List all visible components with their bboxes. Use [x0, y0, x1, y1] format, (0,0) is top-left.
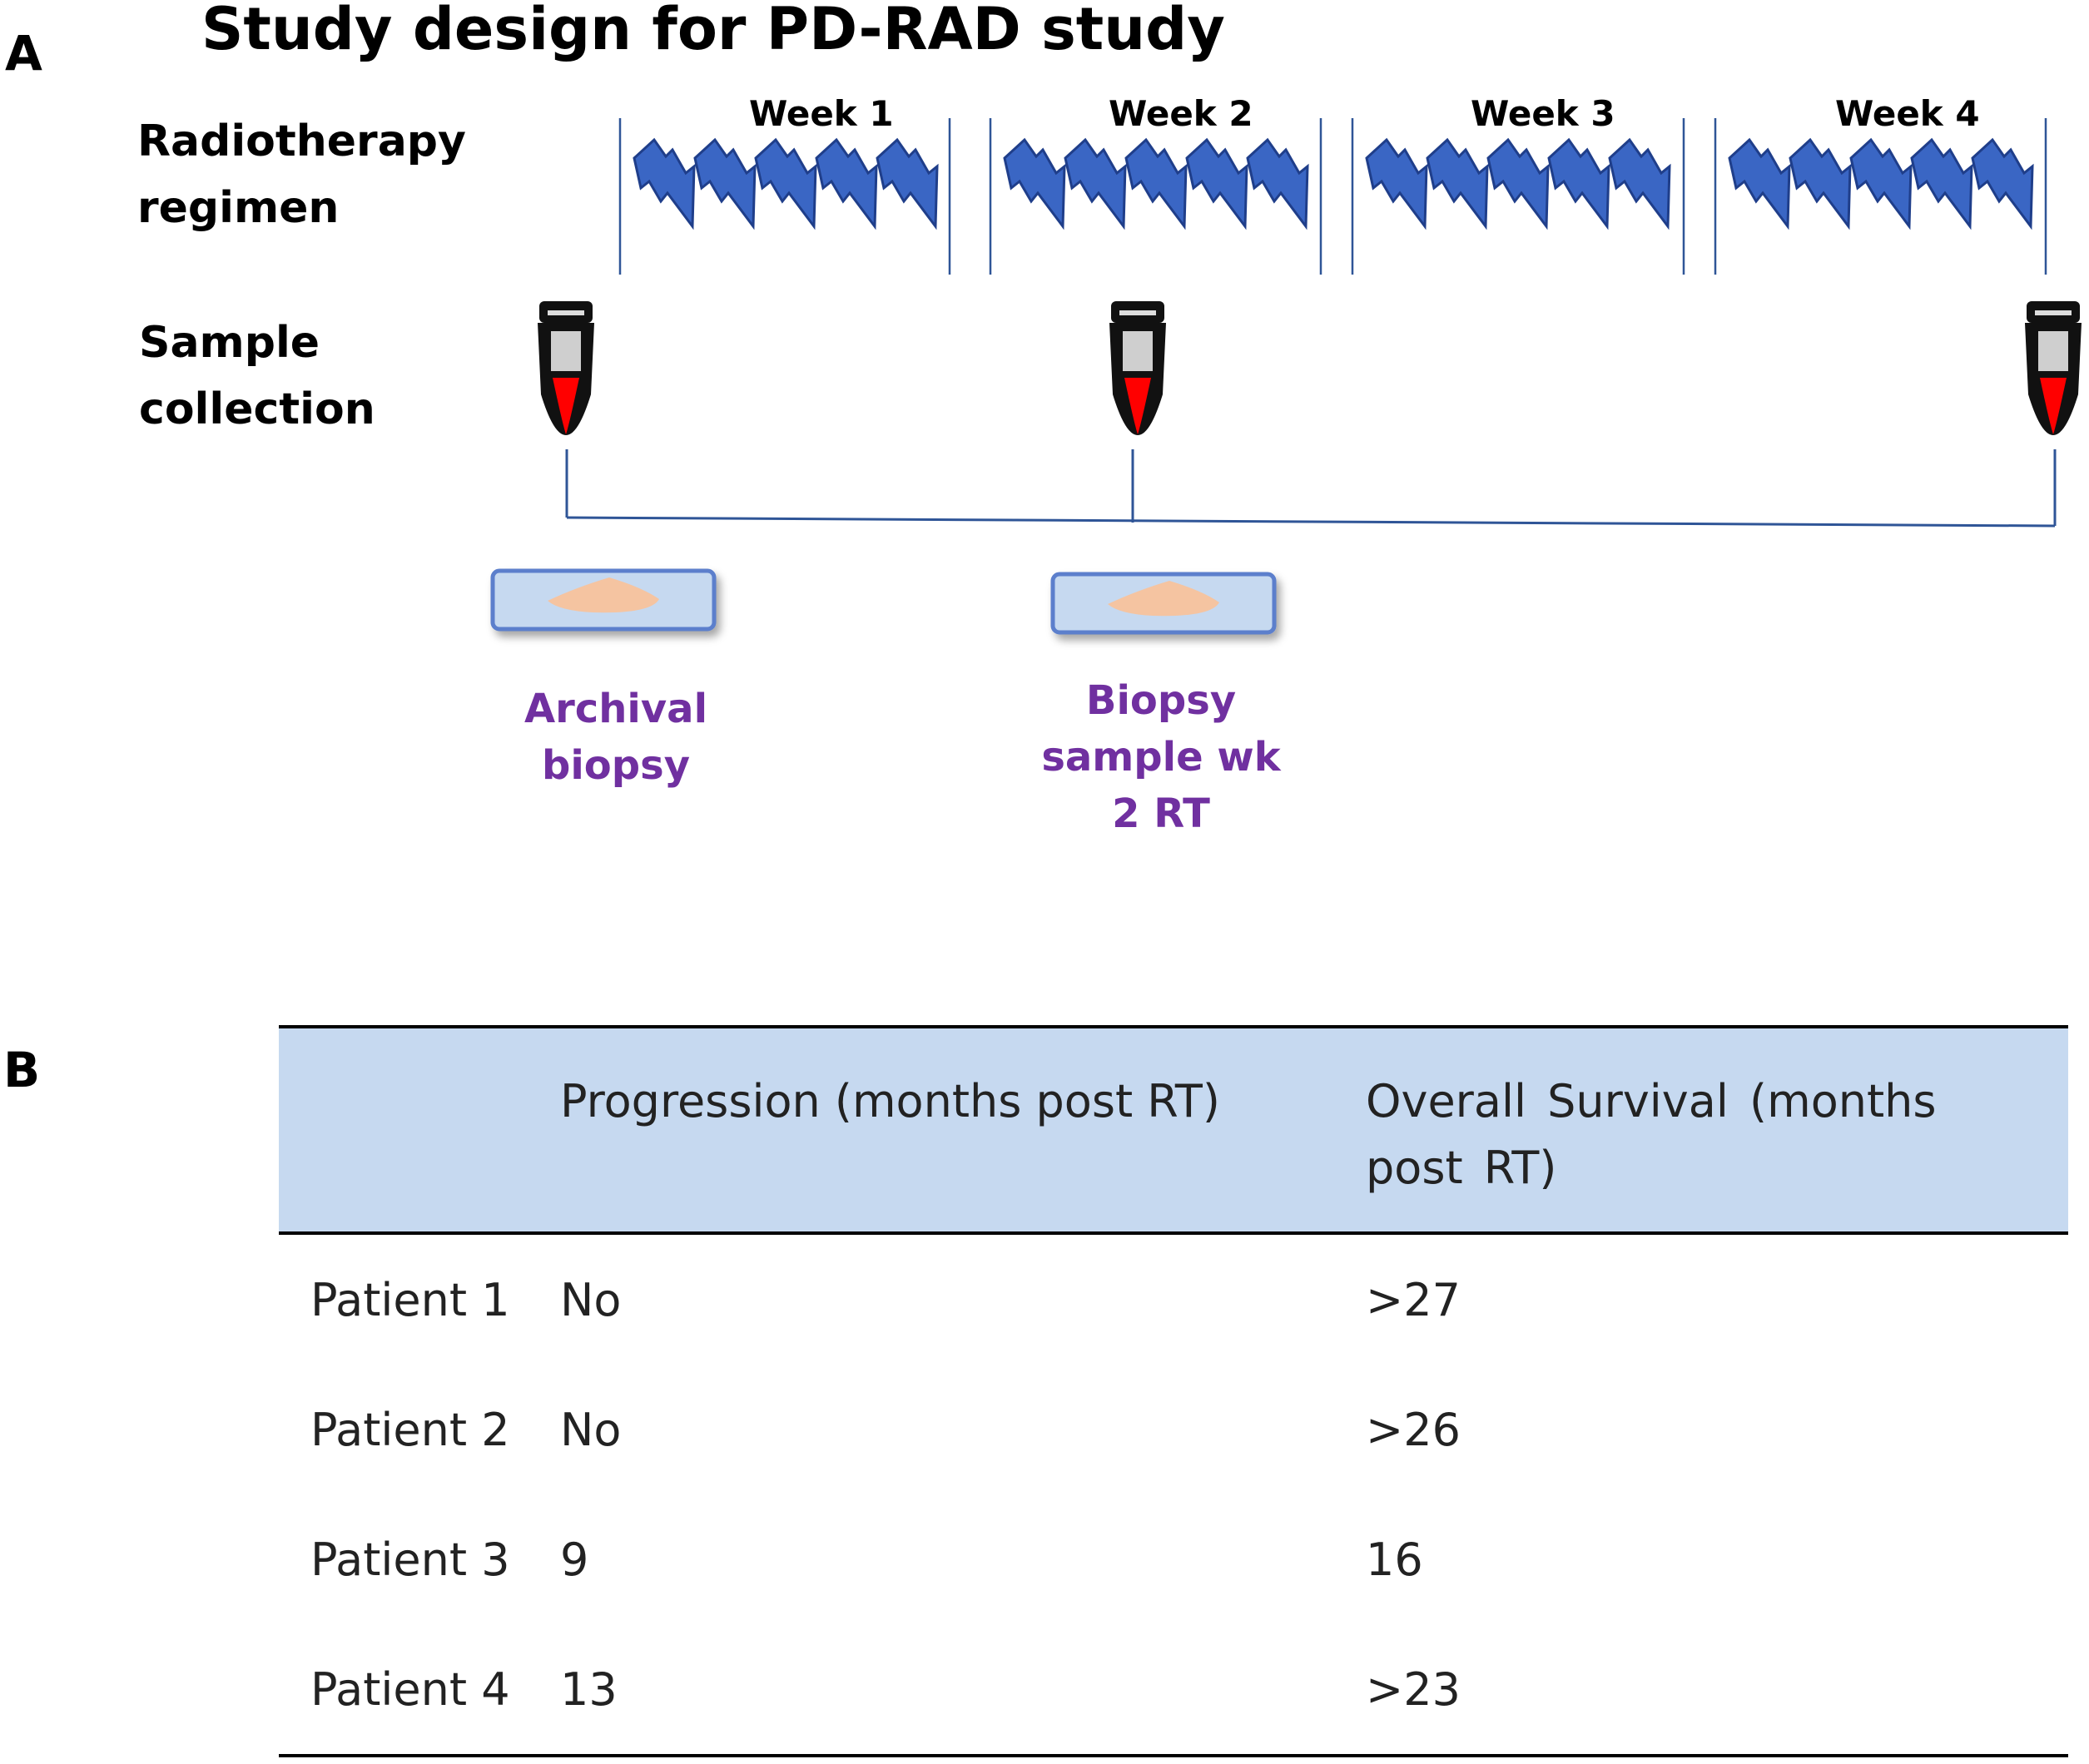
- radiation-bolt-icon: [1486, 138, 1550, 228]
- week2-biopsy-label: Biopsy sample wk 2 RT: [1041, 677, 1281, 837]
- radiation-bolt-icon: [1185, 138, 1248, 228]
- radiation-bolt-icon: [1971, 138, 2034, 228]
- week-1-fractions: [633, 138, 939, 228]
- radiation-bolt-icon: [876, 138, 939, 228]
- blood-tube-icon: [538, 301, 594, 435]
- table-header-row: Progression (months post RT) Overall Sur…: [279, 1027, 2068, 1233]
- header-overall-survival: Overall Survival (months post RT): [1366, 1075, 1937, 1194]
- radiation-bolt-icon: [1728, 138, 1791, 228]
- progression-cell: 13: [560, 1662, 618, 1716]
- progression-cell: No: [560, 1403, 622, 1456]
- week-2-label: Week 2: [1109, 93, 1253, 134]
- sample-collection-label: Sample collection: [139, 318, 375, 434]
- patient-cell: Patient 3: [310, 1533, 510, 1586]
- study-timeline-graphic: [0, 118, 2082, 998]
- patient-cell: Patient 1: [310, 1273, 510, 1326]
- survival-cell: >26: [1366, 1403, 1461, 1456]
- radiotherapy-regimen-label: Radiotherapy regimen: [137, 116, 466, 233]
- header-patient: [279, 1027, 560, 1233]
- survival-cell: >27: [1366, 1273, 1461, 1326]
- radiation-bolt-icon: [1789, 138, 1852, 228]
- archival-biopsy-slide-icon: [493, 571, 714, 629]
- radiation-bolt-icon: [754, 138, 817, 228]
- figure-title: Study design for PD-RAD study: [201, 0, 1225, 63]
- week-1-label: Week 1: [749, 93, 894, 134]
- week-separators: [618, 118, 2047, 275]
- table-row: Patient 4 13 >23: [279, 1624, 2068, 1756]
- radiation-bolt-icon: [1124, 138, 1188, 228]
- survival-cell: >23: [1366, 1662, 1461, 1716]
- radiation-bolt-icon: [1064, 138, 1127, 228]
- survival-cell: 16: [1366, 1533, 1423, 1586]
- week-4-label: Week 4: [1835, 93, 1980, 134]
- patient-cell: Patient 2: [310, 1403, 510, 1456]
- radiation-bolt-icon: [633, 138, 696, 228]
- radiation-bolt-icon: [1365, 138, 1428, 228]
- blood-tube-icon: [1109, 301, 1166, 435]
- radiation-bolt-icon: [1426, 138, 1489, 228]
- blood-tube-icon: [2025, 301, 2082, 435]
- radiation-bolt-icon: [1547, 138, 1610, 228]
- radiation-bolt-icon: [693, 138, 757, 228]
- archival-biopsy-label: Archival biopsy: [523, 686, 708, 789]
- radiation-bolt-icon: [815, 138, 878, 228]
- radiation-bolt-icon: [1910, 138, 1973, 228]
- patient-outcomes-table: Progression (months post RT) Overall Sur…: [279, 1025, 2068, 1757]
- table-row: Patient 2 No >26: [279, 1365, 2068, 1494]
- progression-cell: No: [560, 1273, 622, 1326]
- patient-cell: Patient 4: [310, 1662, 510, 1716]
- week-2-fractions: [1003, 138, 1309, 228]
- radiation-bolt-icon: [1003, 138, 1066, 228]
- week-4-fractions: [1728, 138, 2034, 228]
- panel-b-letter: B: [3, 1042, 41, 1098]
- radiation-bolt-icon: [1849, 138, 1913, 228]
- table-row: Patient 1 No >27: [279, 1233, 2068, 1365]
- radiation-bolt-icon: [1608, 138, 1671, 228]
- progression-cell: 9: [560, 1533, 589, 1586]
- week-3-fractions: [1365, 138, 1671, 228]
- table-row: Patient 3 9 16: [279, 1494, 2068, 1624]
- radiation-bolt-icon: [1246, 138, 1309, 228]
- week2-biopsy-slide-icon: [1053, 574, 1274, 632]
- header-progression: Progression (months post RT): [560, 1075, 1220, 1127]
- panel-a-letter: A: [5, 25, 42, 82]
- sample-timeline-line: [565, 449, 2057, 528]
- week-3-label: Week 3: [1471, 93, 1615, 134]
